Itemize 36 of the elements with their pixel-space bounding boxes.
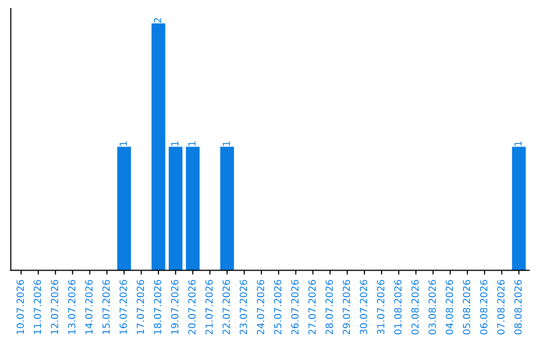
x-tick-label: 13.07.2026	[68, 280, 76, 334]
data-label: 1	[222, 142, 230, 146]
x-tick-label: 19.07.2026	[171, 280, 178, 334]
data-label: 1	[120, 142, 127, 146]
x-tick-label: 24.07.2026	[256, 280, 264, 334]
x-tick-label: 02.08.2026	[411, 280, 419, 334]
x-tick-label: 22.07.2026	[222, 280, 230, 334]
x-tick-label: 27.07.2026	[308, 280, 316, 334]
x-tick-label: 04.08.2026	[446, 280, 454, 334]
x-tick-label: 10.07.2026	[16, 280, 24, 334]
x-tick-label: 29.07.2026	[342, 280, 350, 334]
x-tick-label: 20.07.2026	[188, 280, 196, 334]
x-tick-label: 06.08.2026	[480, 280, 488, 334]
x-tick-label: 15.07.2026	[102, 280, 110, 334]
data-label: 1	[514, 142, 522, 146]
x-tick-label: 05.08.2026	[462, 280, 470, 334]
x-tick-label: 01.08.2026	[394, 280, 402, 334]
data-label: 1	[171, 142, 178, 146]
x-tick-label: 11.07.2026	[34, 280, 42, 334]
x-tick-label: 07.08.2026	[497, 280, 505, 334]
x-tick-label: 03.08.2026	[428, 280, 436, 334]
x-tick-label: 30.07.2026	[360, 280, 368, 334]
data-label: 2	[154, 18, 162, 23]
x-tick-label: 08.08.2026	[514, 280, 522, 334]
x-tick-label: 21.07.2026	[205, 280, 213, 334]
x-tick-label: 14.07.2026	[85, 280, 93, 334]
x-tick-label: 12.07.2026	[50, 280, 58, 334]
x-tick-label: 23.07.2026	[240, 280, 248, 334]
x-tick-label: 18.07.2026	[154, 280, 162, 334]
x-tick-label: 16.07.2026	[120, 280, 127, 334]
x-tick-label: 17.07.2026	[136, 280, 144, 334]
x-tick-label: 31.07.2026	[377, 280, 384, 334]
x-tick-label: 28.07.2026	[326, 280, 333, 334]
x-tick-label: 26.07.2026	[291, 280, 299, 334]
data-label: 1	[188, 142, 196, 146]
x-tick-label: 25.07.2026	[274, 280, 282, 334]
